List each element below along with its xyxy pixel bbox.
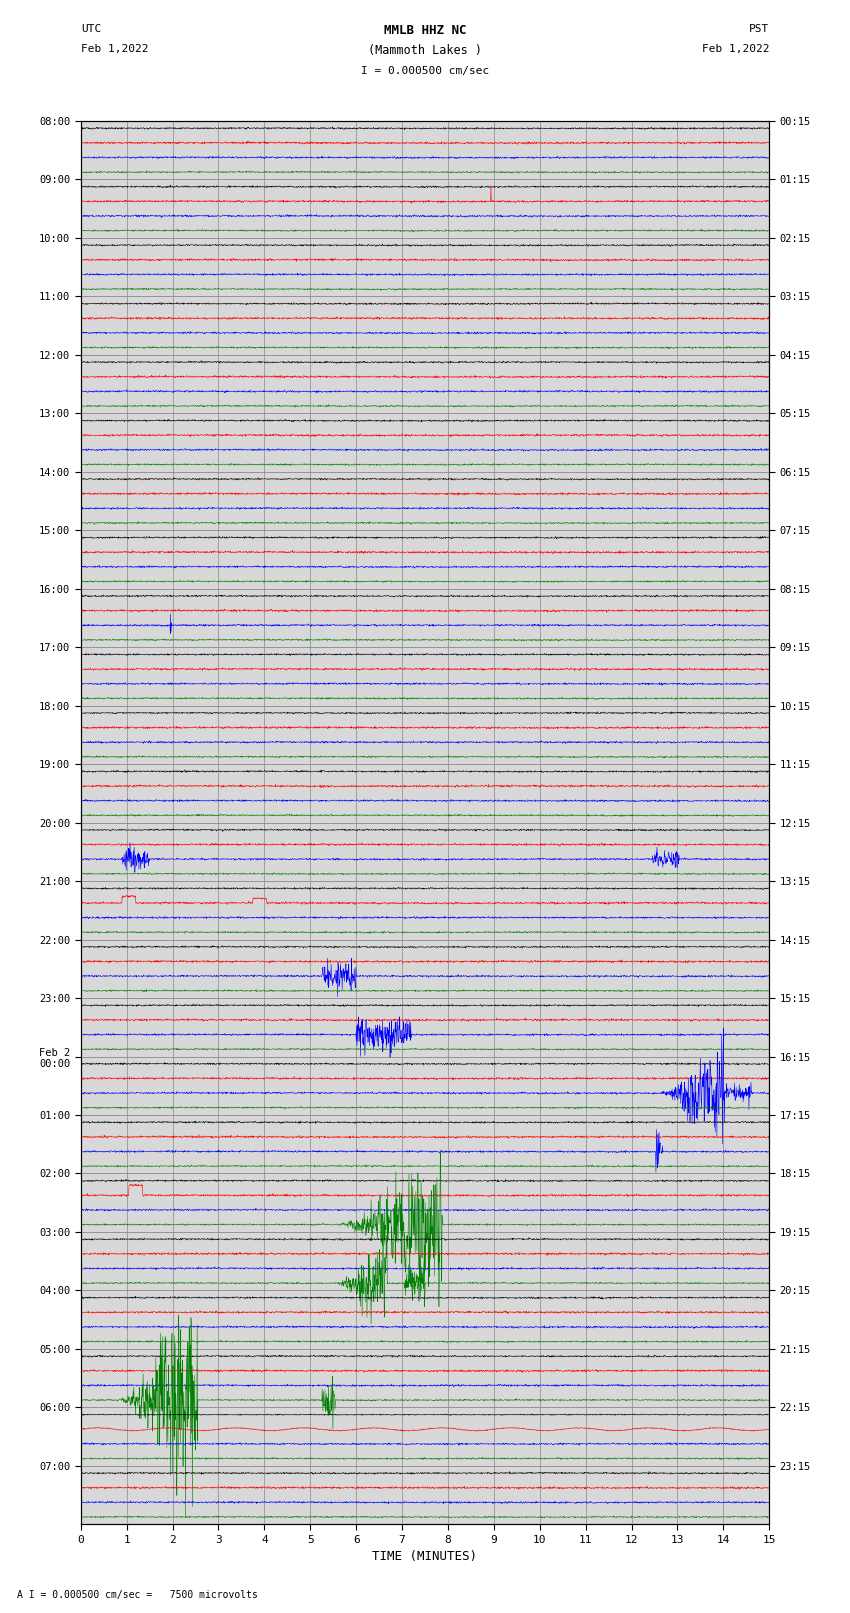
Text: Feb 1,2022: Feb 1,2022 (81, 44, 148, 53)
Text: UTC: UTC (81, 24, 101, 34)
Text: Feb 1,2022: Feb 1,2022 (702, 44, 769, 53)
Text: MMLB HHZ NC: MMLB HHZ NC (383, 24, 467, 37)
Text: I = 0.000500 cm/sec: I = 0.000500 cm/sec (361, 66, 489, 76)
Text: (Mammoth Lakes ): (Mammoth Lakes ) (368, 44, 482, 56)
Text: A I = 0.000500 cm/sec =   7500 microvolts: A I = 0.000500 cm/sec = 7500 microvolts (17, 1590, 258, 1600)
Text: PST: PST (749, 24, 769, 34)
X-axis label: TIME (MINUTES): TIME (MINUTES) (372, 1550, 478, 1563)
